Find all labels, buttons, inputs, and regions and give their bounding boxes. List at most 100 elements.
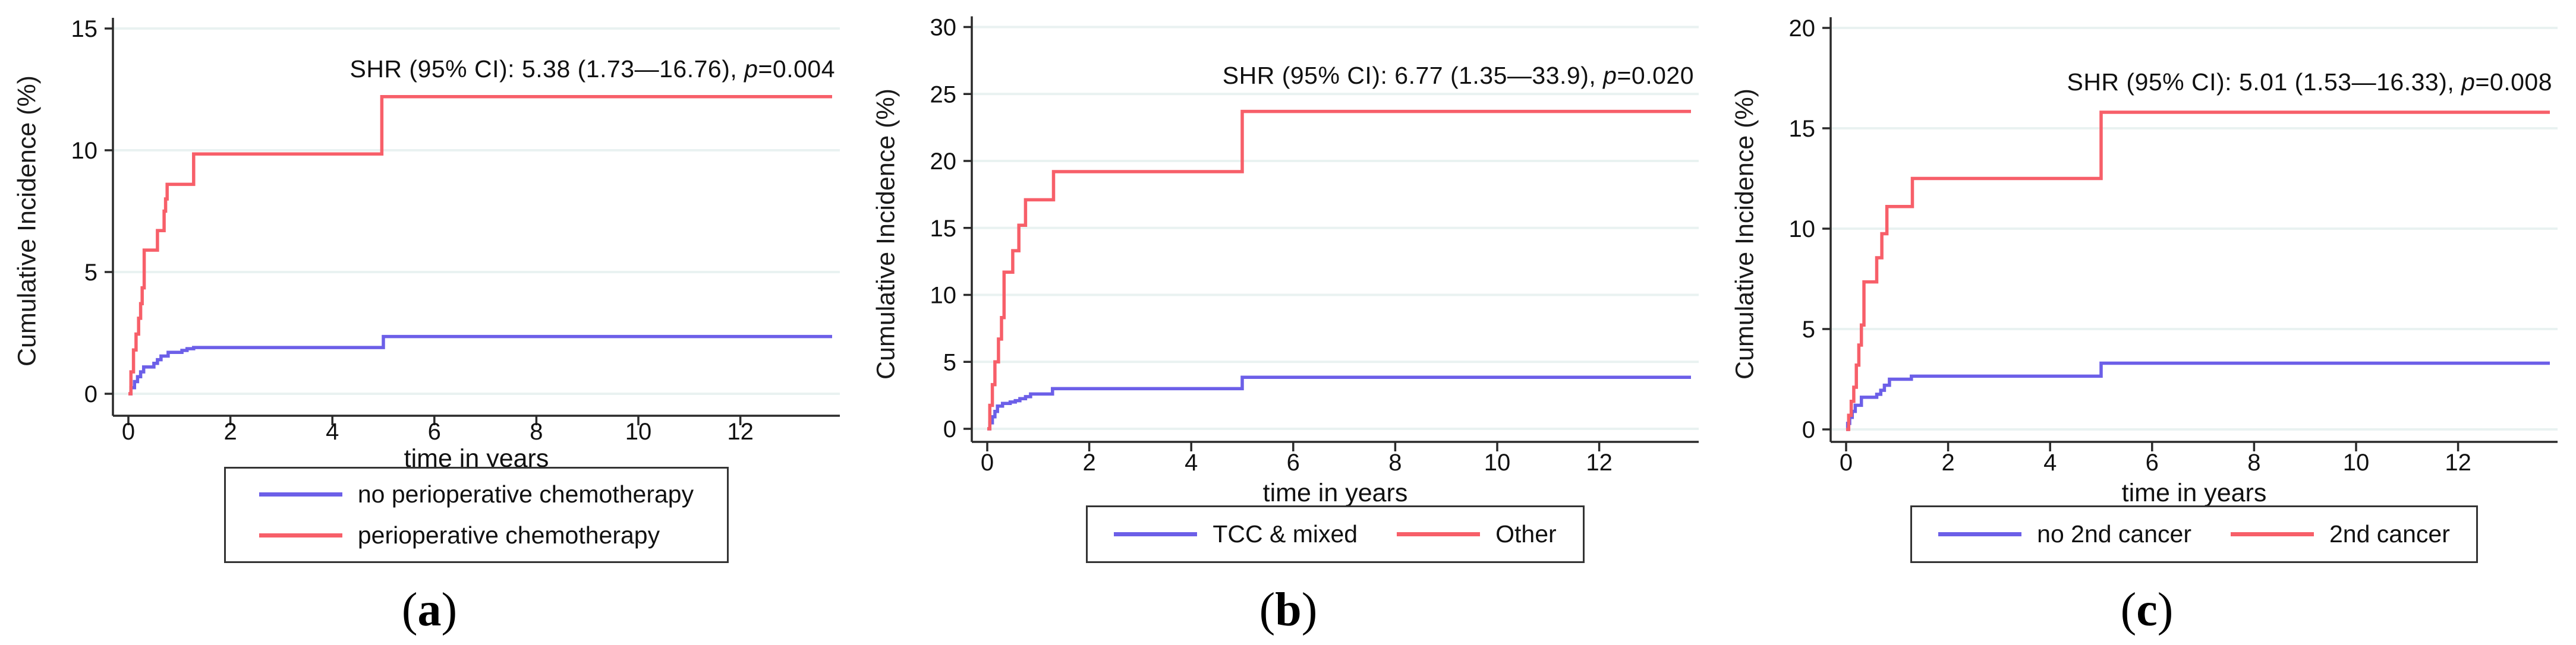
legend-entry-blue: no 2nd cancer <box>1938 520 2191 548</box>
x-tick-label: 2 <box>1941 450 1954 476</box>
cumulative-incidence-plot-a: 0 5 10 15 0 2 4 6 8 10 12 <box>71 16 840 445</box>
x-tick-label: 0 <box>1840 450 1853 476</box>
x-tick-label: 12 <box>2445 450 2471 476</box>
y-tick-label: 15 <box>71 16 98 42</box>
x-axis-title: time in years <box>2121 479 2267 507</box>
shr-annotation-text: SHR (95% CI): 5.38 (1.73—16.76), <box>349 55 745 83</box>
red-line-swatch <box>2231 532 2314 536</box>
panel-caption: (b) <box>859 583 1718 637</box>
shr-annotation: SHR (95% CI): 5.38 (1.73—16.76), p=0.004 <box>349 55 835 83</box>
caption-paren: ) <box>441 584 458 636</box>
cumulative-incidence-plot-b: 0 5 10 15 20 25 30 0 2 4 6 8 10 12 <box>930 15 1699 476</box>
legend-entry-red: perioperative chemotherapy <box>259 521 660 549</box>
x-tick-label: 2 <box>223 419 237 445</box>
series-curve-red <box>128 95 832 396</box>
panel-c: 0 5 10 15 20 0 2 4 6 8 10 12 Cumulative Incidence (… <box>1718 0 2576 645</box>
series-curve-blue <box>1846 361 2550 431</box>
y-tick-label: 30 <box>930 15 957 41</box>
y-tick-label: 0 <box>84 381 97 407</box>
shr-annotation: SHR (95% CI): 6.77 (1.35—33.9), p=0.020 <box>1223 62 1694 90</box>
x-tick-label: 6 <box>2146 450 2159 476</box>
y-tick-label: 5 <box>1802 317 1815 343</box>
legend-label: Other <box>1495 520 1557 548</box>
x-tick-label: 4 <box>1185 450 1198 476</box>
panel-caption: (a) <box>0 583 859 637</box>
p-value: =0.004 <box>758 55 835 83</box>
y-tick-label: 15 <box>930 216 957 242</box>
legend-box: no 2nd cancer 2nd cancer <box>1910 505 2478 563</box>
legend: no 2nd cancer 2nd cancer <box>1831 505 2558 563</box>
y-tick-label: 10 <box>71 138 98 164</box>
x-tick-label: 0 <box>981 450 994 476</box>
legend: no perioperative chemotherapy perioperat… <box>113 467 840 563</box>
x-tick-label: 0 <box>122 419 135 445</box>
y-axis-title: Cumulative Incidence (%) <box>1730 88 1759 380</box>
y-tick-label: 15 <box>1789 116 1816 142</box>
caption-paren: ( <box>2120 584 2137 636</box>
x-tick-label: 6 <box>428 419 441 445</box>
y-tick-label: 10 <box>930 283 957 309</box>
y-tick-label: 5 <box>84 260 97 286</box>
series-curve-blue <box>987 375 1691 431</box>
y-axis-title: Cumulative Incidence (%) <box>871 88 900 380</box>
p-symbol: p <box>2461 68 2476 96</box>
y-tick-label: 10 <box>1789 216 1816 242</box>
legend-entry-red: 2nd cancer <box>2231 520 2450 548</box>
x-tick-label: 6 <box>1287 450 1300 476</box>
caption-paren: ) <box>1301 584 1318 636</box>
legend-entry-blue: TCC & mixed <box>1114 520 1358 548</box>
cumulative-incidence-plot-c: 0 5 10 15 20 0 2 4 6 8 10 12 <box>1789 15 2558 476</box>
legend-entry-red: Other <box>1397 520 1557 548</box>
panel-caption: (c) <box>1718 583 2576 637</box>
p-symbol: p <box>744 55 758 83</box>
y-tick-label: 20 <box>1789 15 1816 42</box>
shr-annotation-text: SHR (95% CI): 6.77 (1.35—33.9), <box>1222 62 1604 89</box>
y-tick-label: 20 <box>930 148 957 175</box>
series-curve-red <box>987 109 1691 431</box>
series-curve-blue <box>128 334 832 396</box>
x-tick-label: 2 <box>1082 450 1095 476</box>
panel-b: 0 5 10 15 20 25 30 0 2 4 6 8 10 12 Cumulative Inciden… <box>859 0 1718 645</box>
caption-letter: b <box>1275 584 1302 636</box>
red-line-swatch <box>1397 532 1481 536</box>
p-value: =0.020 <box>1617 62 1694 89</box>
x-axis-title: time in years <box>1262 479 1408 507</box>
legend-box: no perioperative chemotherapy perioperat… <box>223 467 729 563</box>
x-tick-label: 12 <box>727 419 754 445</box>
x-tick-label: 12 <box>1586 450 1613 476</box>
legend: TCC & mixed Other <box>972 505 1699 563</box>
p-value: =0.008 <box>2475 68 2552 96</box>
y-tick-label: 25 <box>930 81 957 108</box>
shr-annotation: SHR (95% CI): 5.01 (1.53—16.33), p=0.008 <box>2067 68 2552 96</box>
legend-label: 2nd cancer <box>2329 520 2450 548</box>
caption-letter: c <box>2136 584 2158 636</box>
y-tick-label: 0 <box>943 416 956 442</box>
legend-entry-blue: no perioperative chemotherapy <box>259 480 694 508</box>
blue-line-swatch <box>259 492 342 497</box>
y-tick-label: 5 <box>943 349 956 375</box>
blue-line-swatch <box>1114 532 1198 536</box>
x-tick-label: 10 <box>625 419 652 445</box>
red-line-swatch <box>259 533 342 538</box>
caption-paren: ( <box>1259 584 1276 636</box>
blue-line-swatch <box>1938 532 2022 536</box>
series-curve-red <box>1846 110 2550 431</box>
legend-box: TCC & mixed Other <box>1086 505 1585 563</box>
x-tick-label: 10 <box>1484 450 1511 476</box>
legend-label: no 2nd cancer <box>2037 520 2191 548</box>
legend-label: TCC & mixed <box>1213 520 1358 548</box>
y-axis-title: Cumulative Incidence (%) <box>12 75 42 366</box>
x-tick-label: 4 <box>326 419 339 445</box>
x-tick-label: 8 <box>2247 450 2260 476</box>
caption-paren: ( <box>401 584 418 636</box>
x-tick-label: 8 <box>530 419 543 445</box>
x-tick-label: 4 <box>2043 450 2057 476</box>
legend-label: no perioperative chemotherapy <box>357 480 694 508</box>
panel-a: 0 5 10 15 0 2 4 6 8 10 12 Cumulative Incidence (%)… <box>0 0 859 645</box>
caption-letter: a <box>417 584 442 636</box>
x-tick-label: 8 <box>1388 450 1402 476</box>
x-tick-label: 10 <box>2343 450 2370 476</box>
legend-label: perioperative chemotherapy <box>357 521 660 549</box>
y-tick-label: 0 <box>1802 417 1815 443</box>
